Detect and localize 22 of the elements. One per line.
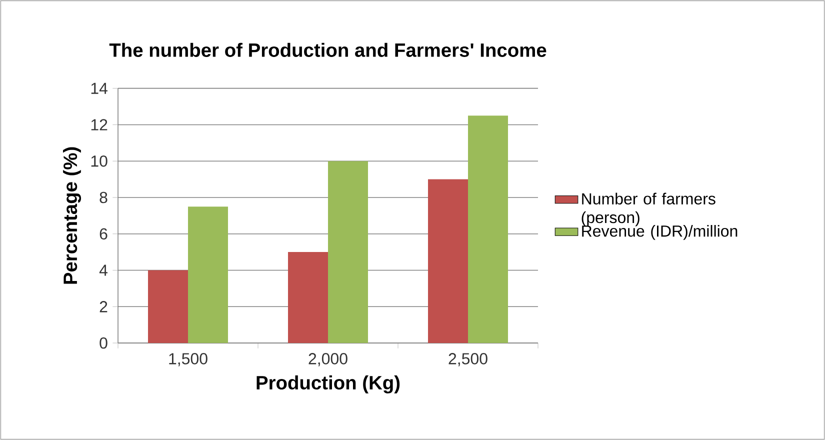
bar — [288, 252, 328, 343]
y-tick-label: 2 — [100, 301, 108, 312]
chart-title: The number of Production and Farmers' Income — [109, 42, 546, 57]
x-tick-label: 2,000 — [308, 353, 348, 366]
y-tick-label: 14 — [91, 82, 108, 94]
bar — [188, 206, 228, 343]
bar — [428, 179, 468, 343]
y-tick-label: 0 — [100, 337, 108, 349]
x-tick-label: 1,500 — [169, 353, 208, 366]
bar — [468, 116, 508, 343]
y-tick-label: 8 — [100, 192, 108, 204]
y-tick-label: 10 — [91, 155, 108, 167]
y-tick-label: 4 — [99, 264, 108, 276]
bar — [328, 161, 368, 343]
y-tick-label: 12 — [91, 119, 108, 130]
legend-label: Number of farmers (person) — [582, 192, 716, 226]
y-tick-label: 6 — [100, 228, 108, 240]
y-axis-title: Percentage (%) — [63, 147, 82, 284]
x-tick-label: 2,500 — [448, 353, 488, 366]
x-axis-title: Production (Kg) — [256, 375, 400, 394]
bar — [148, 270, 188, 343]
legend-label: Revenue (IDR)/million — [582, 225, 738, 240]
